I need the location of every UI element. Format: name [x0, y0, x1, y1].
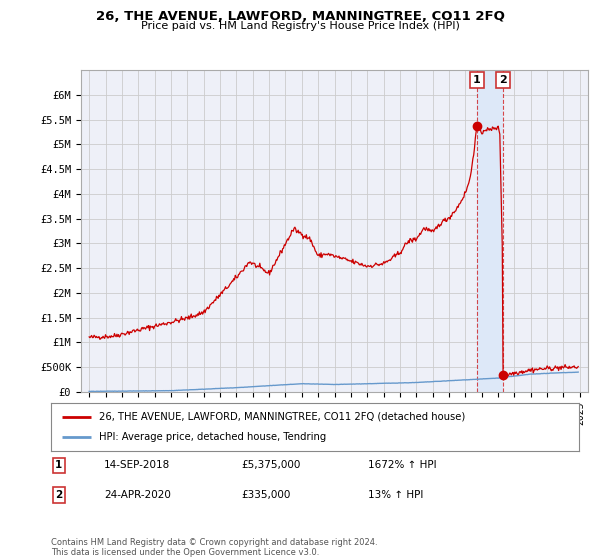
Text: 14-SEP-2018: 14-SEP-2018	[104, 460, 170, 470]
Text: £335,000: £335,000	[241, 490, 290, 500]
Text: Price paid vs. HM Land Registry's House Price Index (HPI): Price paid vs. HM Land Registry's House …	[140, 21, 460, 31]
Text: 24-APR-2020: 24-APR-2020	[104, 490, 170, 500]
Text: 1: 1	[55, 460, 62, 470]
Text: HPI: Average price, detached house, Tendring: HPI: Average price, detached house, Tend…	[98, 432, 326, 442]
Text: 1672% ↑ HPI: 1672% ↑ HPI	[368, 460, 436, 470]
Text: £5,375,000: £5,375,000	[241, 460, 301, 470]
Text: Contains HM Land Registry data © Crown copyright and database right 2024.
This d: Contains HM Land Registry data © Crown c…	[51, 538, 377, 557]
Text: 2: 2	[55, 490, 62, 500]
Bar	[477, 70, 503, 392]
Text: 1: 1	[473, 75, 481, 85]
Text: 26, THE AVENUE, LAWFORD, MANNINGTREE, CO11 2FQ: 26, THE AVENUE, LAWFORD, MANNINGTREE, CO…	[95, 10, 505, 23]
Text: 26, THE AVENUE, LAWFORD, MANNINGTREE, CO11 2FQ (detached house): 26, THE AVENUE, LAWFORD, MANNINGTREE, CO…	[98, 412, 465, 422]
Text: 13% ↑ HPI: 13% ↑ HPI	[368, 490, 423, 500]
Text: 2: 2	[499, 75, 507, 85]
